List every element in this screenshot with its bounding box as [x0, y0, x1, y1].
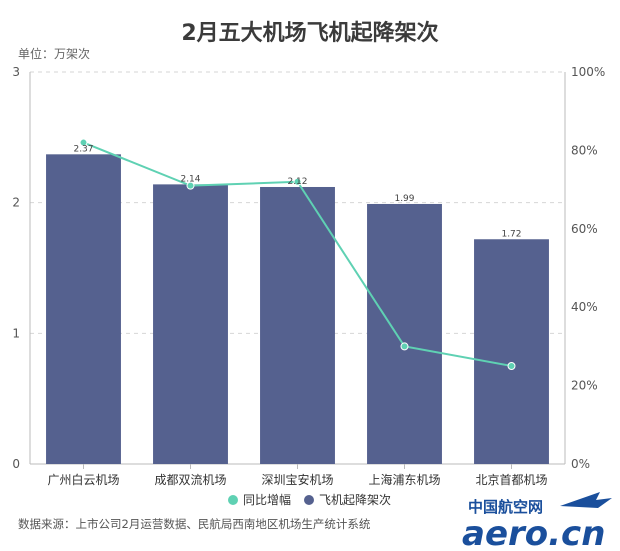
y-right-tick-label: 100%: [571, 65, 605, 79]
bar-value-label: 2.14: [180, 174, 200, 184]
bar: [367, 203, 442, 464]
tick-labels: 0 1 2 3 0% 20% 40% 60% 80% 100%: [12, 65, 605, 471]
legend: 同比增幅 飞机起降架次: [228, 492, 391, 507]
growth-point: [507, 362, 516, 370]
watermark-chinese: 中国航空网: [468, 498, 543, 516]
bar: [260, 186, 335, 464]
bar-series: [46, 154, 549, 464]
category-label: 成都双流机场: [154, 473, 226, 487]
bar-value-label: 1.99: [394, 194, 414, 204]
legend-label-growth: 同比增幅: [243, 492, 291, 507]
category-label: 北京首都机场: [475, 473, 547, 487]
watermark-logo: 中国航空网 aero.cn: [462, 492, 612, 551]
bar-value-label: 2.12: [287, 177, 307, 187]
chart-title: 2月五大机场飞机起降架次: [181, 20, 438, 46]
legend-label-flights: 飞机起降架次: [319, 493, 391, 507]
legend-marker-growth: [228, 495, 238, 505]
y-right-tick-label: 80%: [571, 143, 598, 157]
y-right-tick-label: 0%: [571, 457, 590, 471]
data-labels: 2.37 2.14 2.12 1.99 1.72: [73, 144, 521, 239]
airplane-icon: [560, 492, 612, 508]
bar: [46, 154, 121, 464]
growth-point: [400, 342, 409, 351]
bar: [153, 184, 228, 464]
y-right-tick-label: 40%: [571, 300, 598, 314]
growth-point: [186, 181, 195, 190]
y-right-tick-label: 60%: [571, 222, 598, 236]
y-left-tick-label: 1: [12, 326, 20, 340]
category-label: 广州白云机场: [47, 472, 119, 487]
line-series: [79, 138, 516, 370]
growth-point: [79, 138, 88, 147]
growth-point: [293, 177, 302, 186]
bar-value-label: 2.37: [73, 144, 93, 154]
category-label: 上海浦东机场: [368, 472, 440, 487]
unit-label: 单位：万架次: [18, 46, 90, 61]
category-labels: 广州白云机场 成都双流机场 深圳宝安机场 上海浦东机场 北京首都机场: [47, 472, 547, 487]
y-right-tick-label: 20%: [571, 379, 598, 393]
y-left-tick-label: 3: [12, 65, 20, 79]
category-label: 深圳宝安机场: [261, 472, 333, 487]
y-left-tick-label: 2: [12, 196, 20, 210]
bar: [474, 239, 549, 464]
legend-marker-flights: [304, 495, 314, 505]
watermark-english: aero.cn: [462, 514, 605, 551]
y-left-tick-label: 0: [12, 457, 20, 471]
source-note: 数据来源：上市公司2月运营数据、民航局西南地区机场生产统计系统: [18, 517, 371, 531]
bar-value-label: 1.72: [501, 229, 521, 239]
